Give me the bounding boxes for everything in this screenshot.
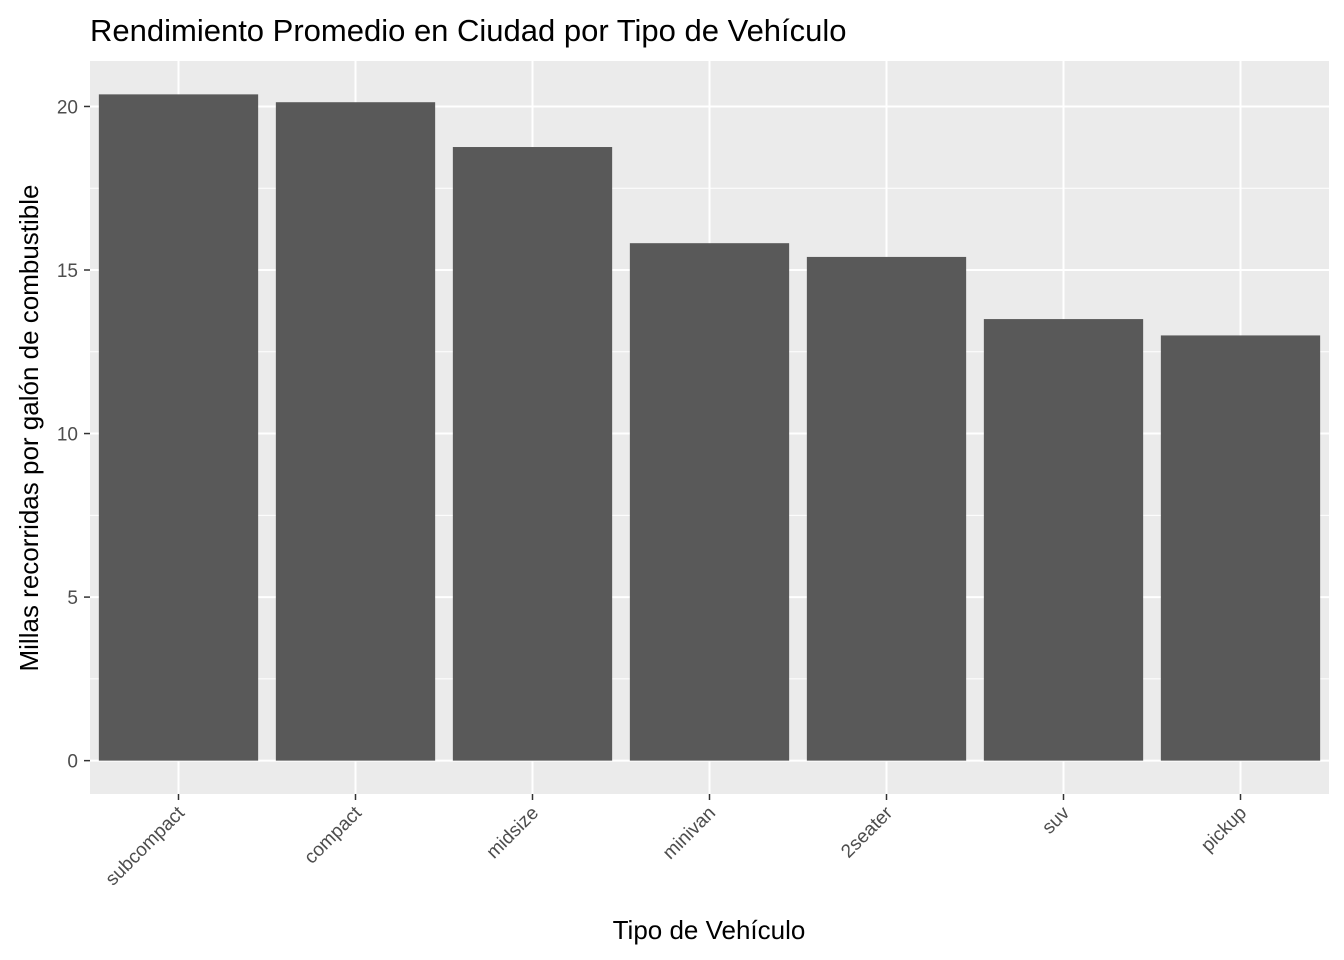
y-axis-title: Millas recorridas por galón de combustib…	[14, 184, 44, 671]
x-tick-label-2seater: 2seater	[837, 802, 897, 862]
y-tick-label: 5	[67, 588, 78, 609]
y-tick-label: 15	[57, 261, 78, 282]
y-tick-label: 0	[67, 752, 78, 773]
x-tick-label-midsize: midsize	[483, 803, 543, 863]
x-tick-label-compact: compact	[300, 802, 366, 868]
bar-compact	[275, 102, 436, 761]
x-tick-label-suv: suv	[1038, 802, 1074, 838]
y-tick-label: 20	[57, 97, 78, 118]
bar-subcompact	[98, 94, 259, 761]
x-tick-label-minivan: minivan	[659, 803, 720, 864]
x-axis: subcompact compact midsize minivan 2seater su…	[102, 794, 1251, 890]
bar-suv	[983, 319, 1144, 761]
bar-minivan	[629, 243, 790, 761]
x-axis-title: Tipo de Vehículo	[613, 915, 806, 945]
x-tick-label-subcompact: subcompact	[102, 802, 190, 890]
bar-pickup	[1160, 335, 1321, 761]
bar-2seater	[806, 256, 967, 761]
bar-midsize	[452, 147, 613, 761]
y-axis: 0 5 10 15 20	[57, 97, 90, 773]
bars	[98, 94, 1321, 761]
y-tick-label: 10	[57, 425, 78, 446]
chart-title: Rendimiento Promedio en Ciudad por Tipo …	[90, 13, 847, 48]
x-tick-label-pickup: pickup	[1197, 803, 1251, 857]
